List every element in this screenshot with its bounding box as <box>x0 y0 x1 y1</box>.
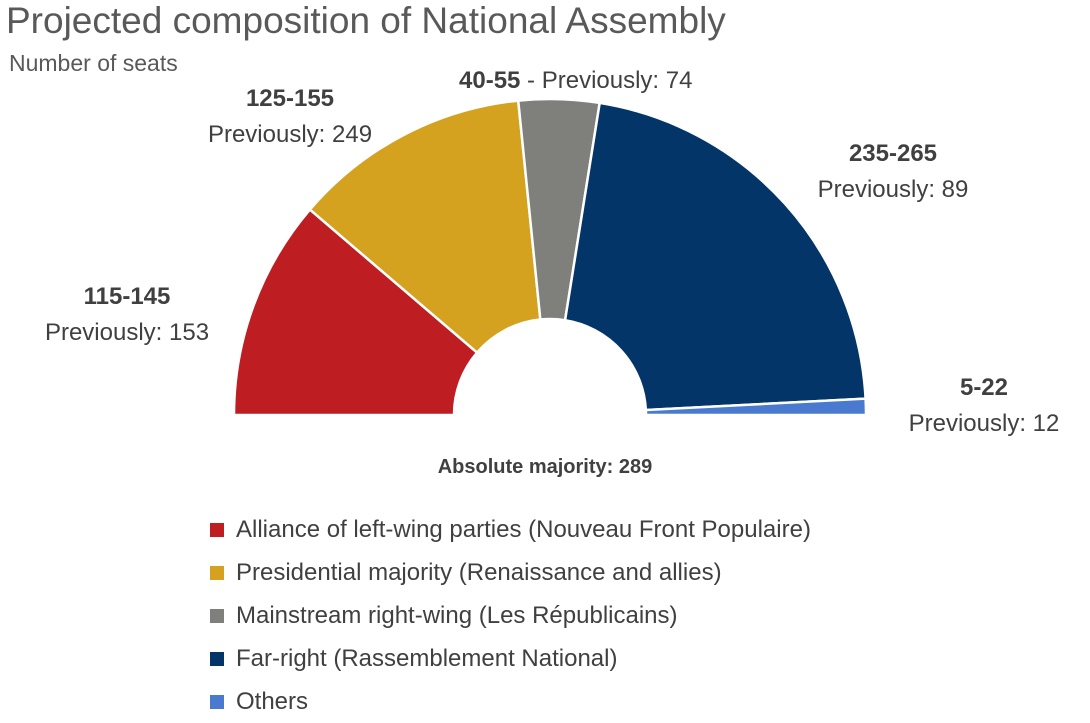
legend-item-presidential-majority-renaissance-and-allies: Presidential majority (Renaissance and a… <box>210 551 811 594</box>
previous-label: Previously: 249 <box>208 121 372 148</box>
legend-item-others: Others <box>210 680 811 723</box>
segment-alliance-of-left-wing-parties-nouveau-front-populaire <box>232 207 479 417</box>
range-previous-label: 40-55 - Previously: 74 <box>459 67 692 94</box>
range-label: 115-145 <box>84 283 171 310</box>
chart-subtitle: Number of seats <box>9 50 178 76</box>
legend-swatch <box>210 608 224 623</box>
segment-others <box>644 397 868 417</box>
legend-swatch <box>210 651 224 666</box>
data-label-presidential-majority-renaissance-and-allies: 125-155 Previously: 249 <box>208 85 372 148</box>
range-label: 5-22 <box>960 374 1008 401</box>
legend-item-alliance-of-left-wing-parties-nouveau-front-populaire: Alliance of left-wing parties (Nouveau F… <box>210 508 811 551</box>
segment-far-right-rassemblement-national <box>563 101 867 412</box>
data-label-far-right-rassemblement-national: 235-265 Previously: 89 <box>818 140 969 203</box>
chart-title: Projected composition of National Assemb… <box>6 0 726 41</box>
range-label: 235-265 <box>849 140 937 167</box>
previous-label: Previously: 153 <box>45 319 209 346</box>
legend-label: Mainstream right-wing (Les Républicains) <box>236 601 678 629</box>
data-label-alliance-of-left-wing-parties-nouveau-front-populaire: 115-145 Previously: 153 <box>45 283 209 346</box>
segment-presidential-majority-renaissance-and-allies <box>308 99 542 355</box>
legend-label: Far-right (Rassemblement National) <box>236 644 618 672</box>
range-label: 125-155 <box>246 85 334 112</box>
legend-swatch <box>210 522 224 537</box>
data-label-mainstream-right-wing-les-r-publicains: 40-55 - Previously: 74 <box>459 67 692 94</box>
legend-label: Presidential majority (Renaissance and a… <box>236 558 722 586</box>
legend-swatch <box>210 565 224 580</box>
data-label-others: 5-22 Previously: 12 <box>909 374 1060 437</box>
legend-swatch <box>210 694 224 709</box>
previous-label: Previously: 12 <box>909 410 1060 437</box>
chart-legend: Alliance of left-wing parties (Nouveau F… <box>210 508 811 723</box>
legend-item-far-right-rassemblement-national: Far-right (Rassemblement National) <box>210 637 811 680</box>
legend-label: Alliance of left-wing parties (Nouveau F… <box>236 515 811 543</box>
legend-label: Others <box>236 687 309 715</box>
previous-label: Previously: 89 <box>818 176 969 203</box>
majority-annotation: Absolute majority: 289 <box>437 456 653 478</box>
legend-item-mainstream-right-wing-les-r-publicains: Mainstream right-wing (Les Républicains) <box>210 594 811 637</box>
